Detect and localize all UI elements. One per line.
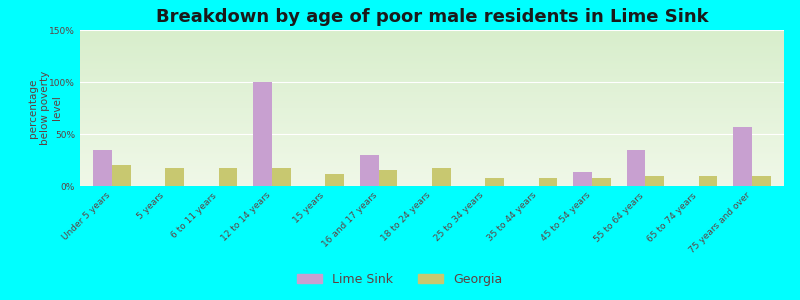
Bar [254, 82, 272, 186]
Bar [378, 170, 398, 186]
Bar [626, 150, 646, 186]
Bar [272, 168, 290, 186]
Bar [112, 165, 130, 186]
Bar [432, 168, 450, 186]
Bar [574, 172, 592, 186]
Title: Breakdown by age of poor male residents in Lime Sink: Breakdown by age of poor male residents … [156, 8, 708, 26]
Bar [752, 176, 770, 186]
Bar [94, 150, 112, 186]
Bar [698, 176, 718, 186]
Bar [538, 178, 558, 186]
Bar [486, 178, 504, 186]
Bar [646, 176, 664, 186]
Bar [166, 168, 184, 186]
Bar [218, 168, 238, 186]
Bar [326, 173, 344, 186]
Y-axis label: percentage
below poverty
level: percentage below poverty level [29, 71, 62, 145]
Bar [360, 155, 378, 186]
Bar [734, 127, 752, 186]
Legend: Lime Sink, Georgia: Lime Sink, Georgia [292, 268, 508, 291]
Bar [592, 178, 610, 186]
